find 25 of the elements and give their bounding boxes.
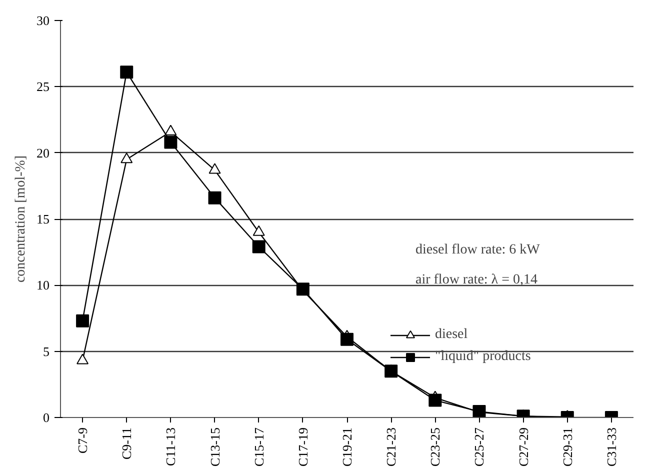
legend-label: diesel bbox=[435, 327, 468, 343]
x-tick-label: C31-33 bbox=[604, 428, 619, 466]
y-tick-label: 5 bbox=[43, 344, 50, 359]
x-tick-label: C19-21 bbox=[340, 428, 354, 466]
annotation: diesel flow rate: 6 kW bbox=[416, 242, 541, 258]
x-tick-label: C27-29 bbox=[516, 428, 531, 466]
x-tick-label: C17-19 bbox=[295, 428, 310, 466]
x-tick-label: C9-11 bbox=[119, 427, 134, 460]
x-tick-label: C25-27 bbox=[472, 427, 487, 466]
annotation: air flow rate: λ = 0,14 bbox=[416, 272, 538, 288]
y-tick-label: 25 bbox=[36, 79, 50, 94]
x-tick-label: C29-31 bbox=[560, 428, 575, 466]
x-tick-label: C11-13 bbox=[163, 427, 178, 466]
y-tick-label: 20 bbox=[36, 145, 50, 160]
x-tick-label: C23-25 bbox=[428, 428, 443, 466]
y-axis-title: concentration [mol-%] bbox=[14, 155, 28, 283]
x-tick-label: C21-23 bbox=[384, 428, 399, 466]
y-tick-label: 10 bbox=[36, 278, 50, 293]
x-tick-label: C15-17 bbox=[251, 427, 266, 466]
x-tick-label: C7-9 bbox=[75, 428, 90, 454]
y-tick-label: 0 bbox=[43, 410, 50, 425]
legend-label: "liquid" products bbox=[435, 349, 531, 365]
x-tick-label: C13-15 bbox=[207, 428, 222, 466]
y-tick-label: 15 bbox=[36, 212, 50, 226]
y-tick-label: 30 bbox=[36, 13, 50, 28]
